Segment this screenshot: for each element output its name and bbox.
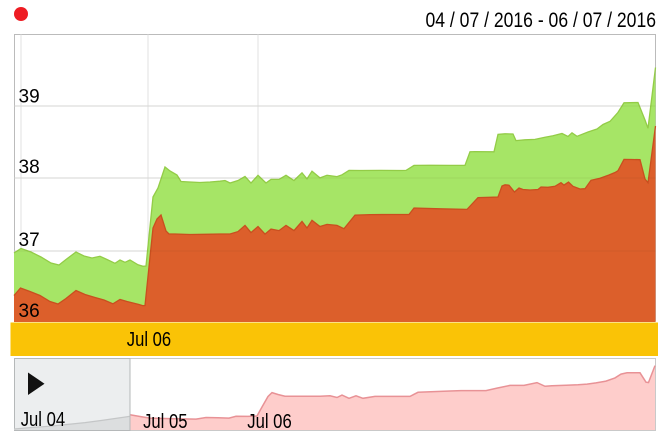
svg-text:36: 36 [19,301,40,322]
svg-text:Jul 05: Jul 05 [143,411,187,433]
svg-text:Jul 04: Jul 04 [21,409,65,431]
svg-text:38: 38 [19,157,40,178]
svg-text:39: 39 [19,87,40,108]
svg-text:Jul 06: Jul 06 [247,411,291,433]
svg-text:04 / 07 / 2016 - 06 / 07 / 201: 04 / 07 / 2016 - 06 / 07 / 2016 [426,9,657,32]
svg-text:Jul 06: Jul 06 [127,329,171,351]
svg-text:37: 37 [19,230,40,251]
